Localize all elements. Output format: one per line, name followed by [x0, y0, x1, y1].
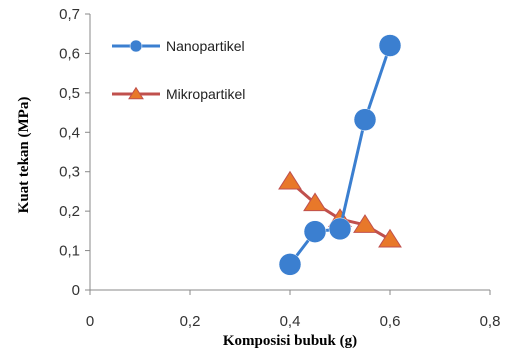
data-point — [378, 228, 402, 248]
x-tick-label: 0,2 — [180, 313, 201, 330]
legend-marker — [129, 39, 143, 53]
legend-marker — [128, 86, 144, 100]
legend-item-mikropartikel: Mikropartikel — [112, 86, 245, 102]
y-tick-label: 0,3 — [59, 164, 80, 181]
axes: 0 0,1 0,2 0,3 0,4 0,5 0,6 0,7 0 0,2 0,4 0,6 0,8 — [59, 6, 500, 330]
y-tick-label: 0,1 — [59, 243, 80, 260]
legend: Nanopartikel Mikropartikel — [112, 38, 245, 102]
data-point — [328, 217, 352, 241]
y-axis-title: Kuat tekan (MPa) — [16, 97, 32, 214]
legend-item-nanopartikel: Nanopartikel — [112, 38, 245, 54]
y-tick-label: 0,7 — [59, 6, 80, 23]
x-tick-label: 0,6 — [380, 313, 401, 330]
series-nanopartikel — [278, 34, 402, 276]
data-point — [303, 192, 327, 212]
x-tick-label: 0 — [86, 313, 94, 330]
data-point — [378, 34, 402, 57]
y-tick-label: 0,6 — [59, 45, 80, 62]
x-axis-title: Komposisi bubuk (g) — [223, 333, 357, 349]
data-point — [353, 108, 377, 131]
data-point — [278, 170, 302, 190]
x-tick-label: 0,8 — [480, 313, 501, 330]
data-point — [353, 214, 377, 233]
y-tick-label: 0 — [72, 282, 80, 299]
data-point — [303, 220, 327, 243]
y-tick-label: 0,5 — [59, 85, 80, 102]
y-tick-label: 0,2 — [59, 203, 80, 220]
legend-label: Nanopartikel — [166, 38, 245, 54]
legend-label: Mikropartikel — [166, 86, 245, 102]
data-point — [278, 253, 302, 276]
x-tick-label: 0,4 — [280, 313, 301, 330]
y-tick-label: 0,4 — [59, 124, 80, 141]
series-layer — [278, 34, 402, 276]
